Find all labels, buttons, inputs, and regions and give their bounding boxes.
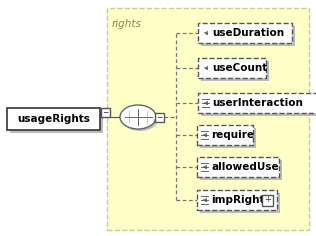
FancyBboxPatch shape xyxy=(197,190,277,210)
Text: rights: rights xyxy=(112,19,142,29)
Text: impRight: impRight xyxy=(211,195,264,205)
FancyBboxPatch shape xyxy=(200,193,280,213)
FancyBboxPatch shape xyxy=(201,61,269,81)
FancyBboxPatch shape xyxy=(7,108,100,130)
Ellipse shape xyxy=(122,107,158,131)
FancyBboxPatch shape xyxy=(10,111,103,133)
Ellipse shape xyxy=(120,105,156,129)
Text: +: + xyxy=(264,195,271,205)
FancyBboxPatch shape xyxy=(101,108,110,117)
FancyBboxPatch shape xyxy=(200,128,256,148)
FancyBboxPatch shape xyxy=(155,113,164,122)
FancyBboxPatch shape xyxy=(197,157,279,177)
FancyBboxPatch shape xyxy=(107,8,309,230)
FancyBboxPatch shape xyxy=(197,125,253,145)
Text: allowedUse: allowedUse xyxy=(211,162,279,172)
Text: usageRights: usageRights xyxy=(17,114,90,124)
Text: useDuration: useDuration xyxy=(212,28,284,38)
Text: −: − xyxy=(156,113,163,122)
FancyBboxPatch shape xyxy=(198,93,316,113)
Text: require: require xyxy=(211,130,254,140)
FancyBboxPatch shape xyxy=(198,23,292,43)
Text: useCount: useCount xyxy=(212,63,267,73)
FancyBboxPatch shape xyxy=(201,26,295,46)
FancyBboxPatch shape xyxy=(198,58,266,78)
FancyBboxPatch shape xyxy=(200,160,282,180)
FancyBboxPatch shape xyxy=(262,194,273,206)
Text: userInteraction: userInteraction xyxy=(212,98,303,108)
Text: −: − xyxy=(102,108,109,117)
FancyBboxPatch shape xyxy=(201,96,316,116)
